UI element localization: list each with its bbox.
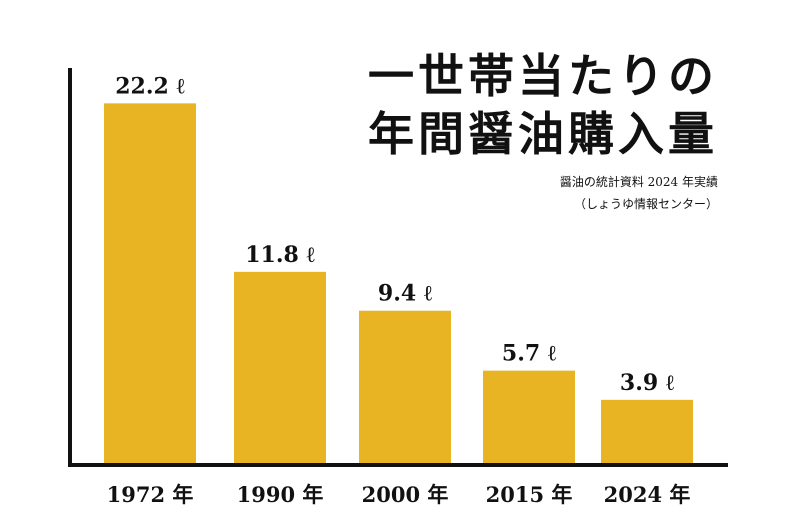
bar: [483, 370, 575, 463]
bar: [359, 310, 451, 463]
data-label: 11.8 ℓ: [245, 242, 315, 268]
x-tick-label: 2000 年: [362, 482, 449, 507]
data-label: 22.2 ℓ: [115, 73, 185, 99]
x-tick-label: 2015 年: [486, 482, 573, 507]
chart-subtitle: 醤油の統計資料 2024 年実績: [560, 174, 718, 189]
bar: [234, 271, 326, 463]
x-tick-label: 1990 年: [237, 482, 324, 507]
x-tick-label: 2024 年: [604, 482, 691, 507]
data-label: 9.4 ℓ: [378, 281, 432, 307]
chart-title: 一世帯当たりの: [368, 49, 718, 103]
data-label: 3.9 ℓ: [620, 370, 674, 396]
chart-subtitle: （しょうゆ情報センター）: [574, 197, 718, 211]
chart-title: 年間醤油購入量: [368, 107, 718, 161]
x-tick-label: 1972 年: [107, 482, 194, 507]
bar: [104, 103, 196, 464]
bar: [601, 399, 693, 463]
data-label: 5.7 ℓ: [502, 341, 556, 367]
